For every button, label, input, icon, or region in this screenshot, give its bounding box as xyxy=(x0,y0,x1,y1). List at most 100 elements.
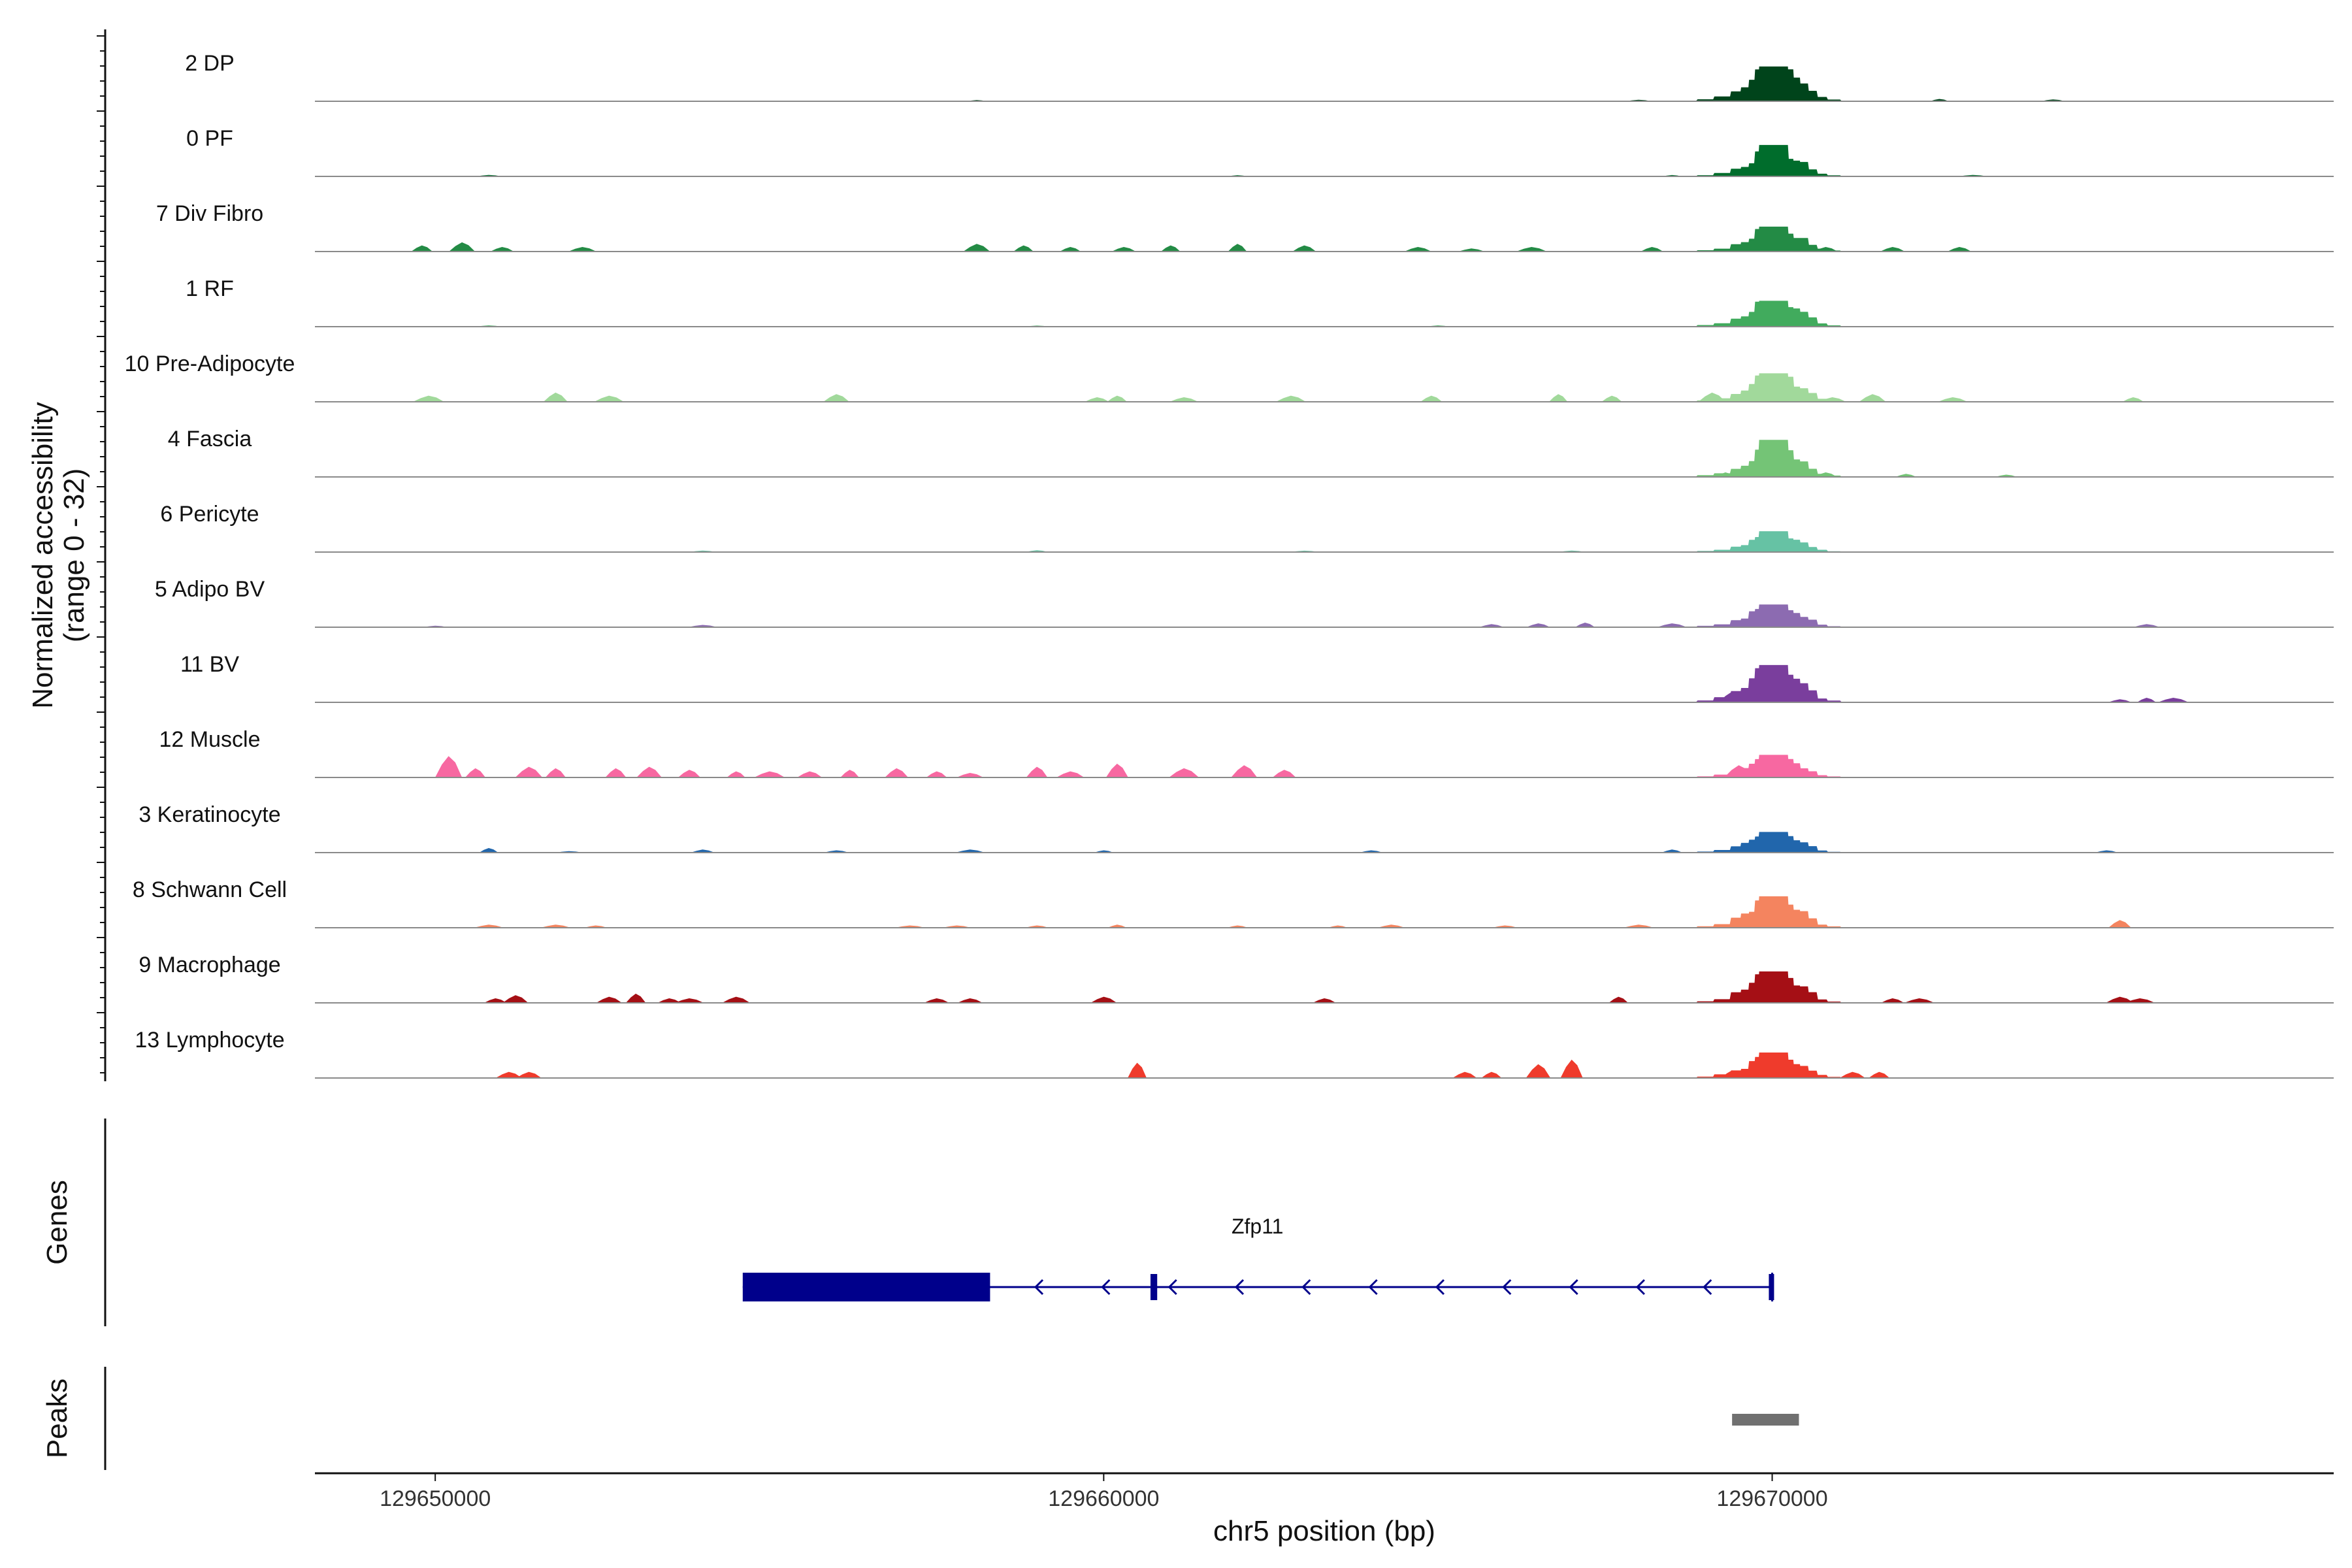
minor-peak xyxy=(490,247,514,252)
coverage-tracks: 2 DP 0 PF 7 Div Fibro 1 RF 10 Pre-Adipocyte 4… xyxy=(125,51,2334,1079)
axes: 129650000 129660000 129670000 xyxy=(97,29,2334,1511)
minor-peak xyxy=(1727,923,1750,928)
track-label: 0 PF xyxy=(186,126,233,151)
minor-peak xyxy=(2157,698,2189,702)
minor-peak xyxy=(1107,395,1128,402)
minor-peak xyxy=(1947,247,1972,252)
gene-exon xyxy=(1150,1274,1158,1300)
minor-peak xyxy=(1904,998,1935,1003)
minor-peak xyxy=(1516,247,1547,252)
minor-peak xyxy=(411,245,433,252)
minor-peak xyxy=(1481,1071,1502,1078)
minor-peak xyxy=(516,1071,542,1078)
minor-peak xyxy=(465,768,486,777)
main-peak-area xyxy=(1695,755,1842,777)
minor-peak xyxy=(1623,924,1654,928)
peak-region xyxy=(1732,1414,1799,1426)
main-peak-area xyxy=(1695,440,1842,477)
track-5: 10 Pre-Adipocyte xyxy=(125,351,2334,402)
minor-peak xyxy=(823,394,849,402)
minor-peak xyxy=(955,849,985,853)
y-axis-title-line2: (range 0 - 32) xyxy=(58,468,90,643)
minor-peak xyxy=(1724,765,1754,777)
minor-peak xyxy=(605,768,627,777)
minor-peak xyxy=(727,771,745,777)
gene-model xyxy=(742,1273,1774,1301)
minor-peak xyxy=(515,766,543,777)
minor-peak xyxy=(1575,623,1595,627)
minor-peak xyxy=(1721,1070,1743,1078)
track-3: 7 Div Fibro xyxy=(156,201,2334,252)
minor-peak xyxy=(568,247,596,252)
peaks-panel-label: Peaks xyxy=(41,1379,73,1458)
y-axis-title: Normalized accessibility (range 0 - 32) xyxy=(27,402,90,708)
strand-chevron xyxy=(1034,1279,1044,1296)
x-tick-label: 129670000 xyxy=(1716,1486,1827,1511)
peaks-track xyxy=(1732,1414,1799,1426)
minor-peak xyxy=(754,771,785,777)
track-label: 2 DP xyxy=(185,51,235,76)
minor-peak xyxy=(474,924,504,928)
minor-peak xyxy=(1814,472,1837,477)
minor-peak xyxy=(1026,766,1048,777)
minor-peak xyxy=(1657,623,1687,627)
minor-peak xyxy=(1938,397,1968,402)
track-label: 10 Pre-Adipocyte xyxy=(125,351,295,376)
minor-peak xyxy=(1661,849,1683,853)
minor-peak xyxy=(2108,920,2132,928)
minor-peak xyxy=(449,242,476,252)
minor-peak xyxy=(1859,394,1886,402)
minor-peak xyxy=(1169,397,1199,402)
minor-peak xyxy=(797,771,823,777)
minor-peak xyxy=(1231,765,1258,777)
minor-peak xyxy=(1128,1062,1147,1078)
minor-peak xyxy=(957,998,983,1003)
y-axis-title-line1: Normalized accessibility xyxy=(27,402,59,708)
main-peak-area xyxy=(1695,832,1842,853)
minor-peak xyxy=(885,768,909,777)
track-8: 5 Adipo BV xyxy=(155,577,2334,628)
minor-peak xyxy=(674,998,704,1003)
minor-peak xyxy=(657,998,681,1003)
minor-peak xyxy=(1404,247,1432,252)
track-label: 9 Macrophage xyxy=(139,953,280,977)
main-peak-area xyxy=(1695,531,1842,552)
strand-chevron xyxy=(1101,1279,1111,1296)
minor-peak xyxy=(926,771,947,777)
minor-peak xyxy=(1292,245,1316,252)
minor-peak xyxy=(1718,691,1746,702)
minor-peak xyxy=(1272,770,1296,777)
track-label: 8 Schwann Cell xyxy=(133,877,287,902)
minor-peak xyxy=(1526,623,1550,627)
main-peak-area xyxy=(1695,664,1842,702)
minor-peak xyxy=(1895,474,1917,477)
minor-peak xyxy=(690,849,715,853)
main-peak-area xyxy=(1695,1053,1842,1078)
track-6: 4 Fascia xyxy=(168,427,2334,478)
main-peak-area xyxy=(1695,144,1842,176)
minor-peak xyxy=(1420,395,1443,402)
minor-peak xyxy=(840,770,859,777)
track-14: 13 Lymphocyte xyxy=(135,1028,2334,1079)
strand-chevron xyxy=(1168,1279,1177,1296)
minor-peak xyxy=(1880,998,1904,1003)
minor-peak xyxy=(1090,996,1117,1003)
strand-chevron xyxy=(1234,1279,1245,1296)
minor-peak xyxy=(1107,924,1127,928)
minor-peak xyxy=(636,766,662,777)
minor-peak xyxy=(963,244,990,252)
track-label: 7 Div Fibro xyxy=(156,201,263,226)
minor-peak xyxy=(1698,392,1726,402)
minor-peak xyxy=(1056,771,1085,777)
minor-peak xyxy=(1560,1059,1583,1078)
minor-peak xyxy=(956,773,984,777)
minor-peak xyxy=(2108,699,2132,702)
minor-peak xyxy=(1169,768,1200,777)
minor-peak xyxy=(2125,998,2155,1003)
track-9: 11 BV xyxy=(180,652,2334,703)
main-peak-area xyxy=(1695,971,1842,1003)
minor-peak xyxy=(594,395,624,402)
track-label: 1 RF xyxy=(186,276,234,301)
minor-peak xyxy=(1722,998,1742,1003)
